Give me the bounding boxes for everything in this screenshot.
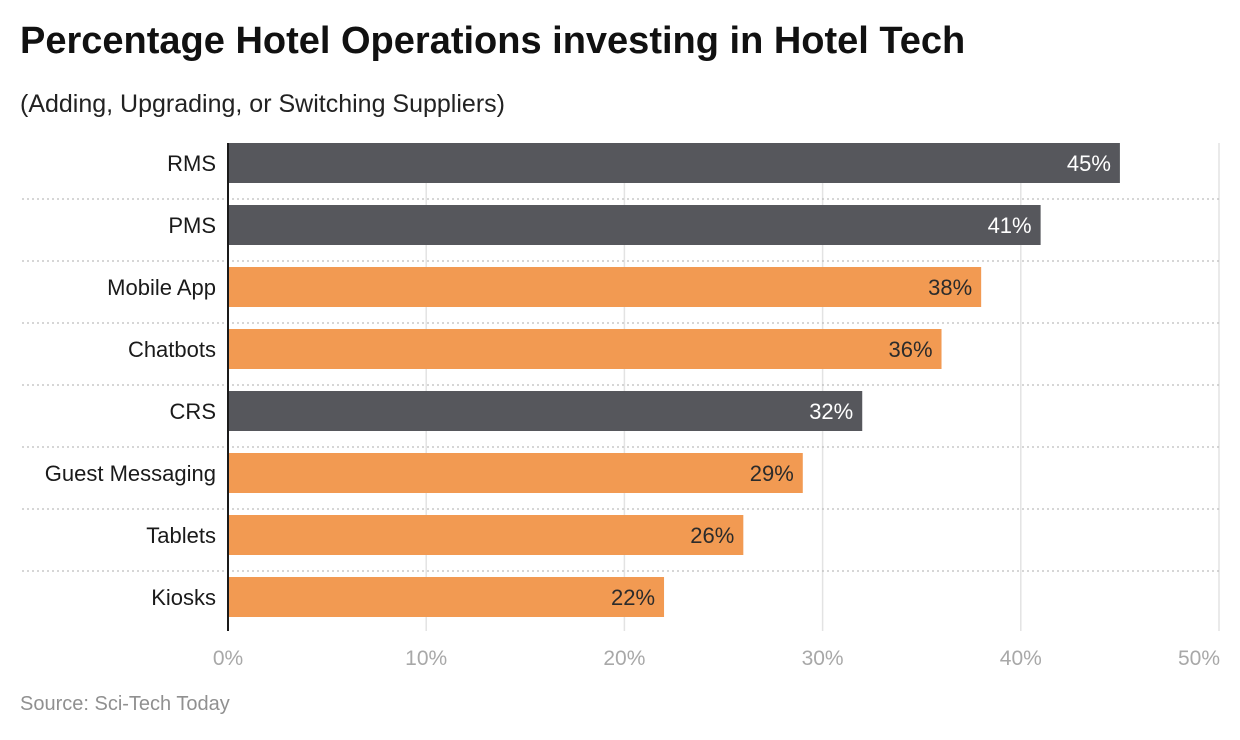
x-tick-label: 50% — [1178, 647, 1220, 670]
data-label: 22% — [611, 585, 655, 610]
category-label: Guest Messaging — [45, 461, 216, 486]
chart-title: Percentage Hotel Operations investing in… — [20, 20, 966, 62]
category-label: Chatbots — [128, 337, 216, 362]
data-label: 29% — [750, 461, 794, 486]
category-label: Kiosks — [151, 585, 216, 610]
category-label: CRS — [170, 399, 216, 424]
x-tick-label: 0% — [213, 647, 243, 670]
data-label: 41% — [988, 213, 1032, 238]
bar — [228, 143, 1120, 183]
bar — [228, 577, 665, 617]
data-label: 26% — [690, 523, 734, 548]
bar — [228, 453, 803, 493]
axis-layer: 0% 10% 20% 30% 40% 50% — [213, 143, 1220, 670]
x-tick-label: 30% — [802, 647, 844, 670]
bar — [228, 515, 744, 555]
source-note: Source: Sci-Tech Today — [20, 693, 230, 715]
x-tick-label: 10% — [405, 647, 447, 670]
data-label: 32% — [809, 399, 853, 424]
category-label: Tablets — [146, 523, 216, 548]
data-label: 45% — [1067, 151, 1111, 176]
data-label: 38% — [928, 275, 972, 300]
label-layer: RMS 45% PMS 41% Mobile App 38% Chatbots 36% CRS 3… — [45, 151, 1111, 610]
bar-layer — [228, 143, 1120, 617]
chart-subtitle: (Adding, Upgrading, or Switching Supplie… — [20, 90, 505, 118]
category-label: PMS — [168, 213, 216, 238]
category-label: RMS — [167, 151, 216, 176]
bar — [228, 205, 1041, 245]
x-tick-label: 20% — [603, 647, 645, 670]
x-tick-label: 40% — [1000, 647, 1042, 670]
category-label: Mobile App — [107, 275, 216, 300]
bar — [228, 267, 982, 307]
data-label: 36% — [888, 337, 932, 362]
bar — [228, 329, 942, 369]
bar — [228, 391, 863, 431]
